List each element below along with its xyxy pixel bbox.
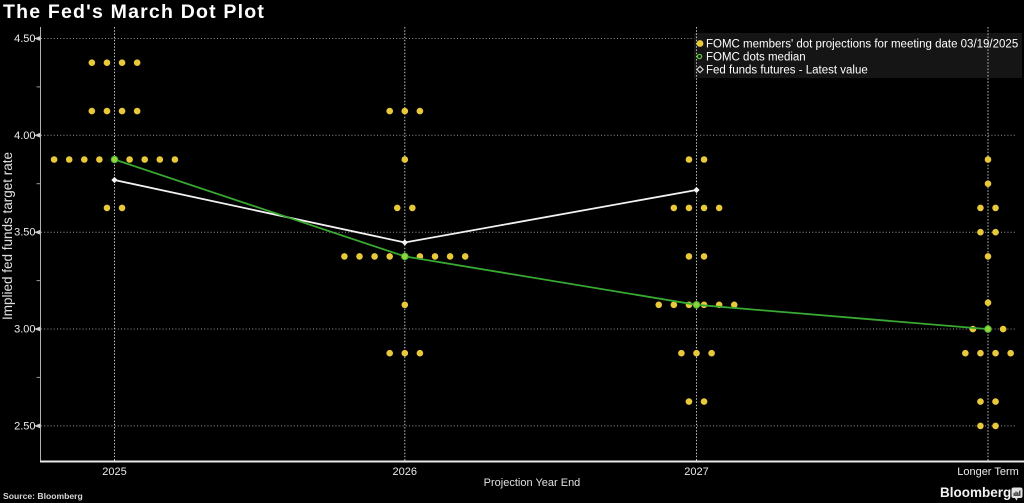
svg-text:3.00: 3.00 [14, 324, 35, 336]
svg-text:Longer Term: Longer Term [957, 466, 1019, 478]
svg-text:2027: 2027 [684, 466, 708, 478]
svg-text:4.50: 4.50 [14, 33, 35, 45]
svg-text:FOMC dots median: FOMC dots median [706, 52, 806, 64]
svg-text:4.00: 4.00 [14, 130, 35, 142]
svg-text:Projection Year End: Projection Year End [484, 477, 581, 489]
svg-text:2026: 2026 [393, 466, 417, 478]
svg-text:FOMC members' dot projections: FOMC members' dot projections for meetin… [706, 39, 1018, 51]
svg-text:Fed funds futures - Latest val: Fed funds futures - Latest value [706, 65, 868, 77]
svg-text:2025: 2025 [102, 466, 126, 478]
svg-text:3.50: 3.50 [14, 227, 35, 239]
svg-text:2.50: 2.50 [14, 420, 35, 432]
svg-text:Implied fed funds target rate: Implied fed funds target rate [0, 152, 15, 320]
